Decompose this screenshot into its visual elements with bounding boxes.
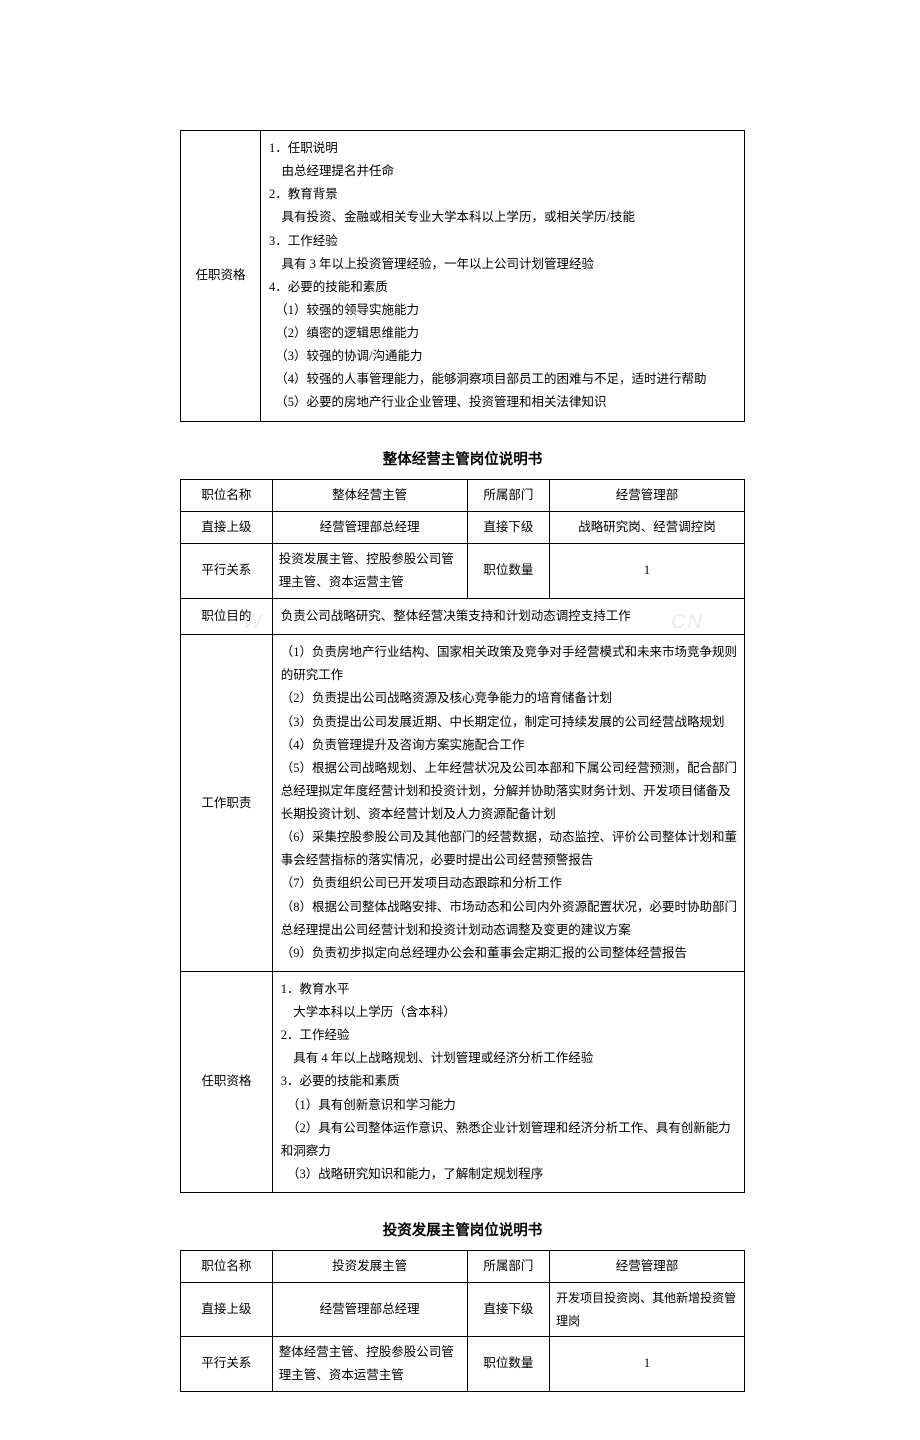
qual-content-cell: 1．任职说明 由总经理提名并任命 2．教育背景 具有投资、金融或相关专业大学本科… [261, 131, 745, 422]
duties-content-cell: （1）负责房地产行业结构、国家相关政策及竞争对手经营模式和未来市场竞争规则的研究… [272, 635, 744, 972]
qual-item: 1．任职说明 [269, 137, 738, 160]
value-cell: 经营管理部 [550, 1251, 745, 1283]
value-cell: 战略研究岗、经营调控岗 [550, 511, 745, 543]
duty-item: （4）负责管理提升及咨询方案实施配合工作 [281, 734, 738, 757]
qual-item: 具有 3 年以上投资管理经验，一年以上公司计划管理经验 [269, 253, 738, 276]
label-cell: 平行关系 [181, 543, 273, 598]
qual-item: 2．教育背景 [269, 183, 738, 206]
qual-item: （2）具有公司整体运作意识、熟悉企业计划管理和经济分析工作、具有创新能力和洞察力 [281, 1117, 738, 1163]
section-title-2: 整体经营主管岗位说明书 [180, 447, 745, 473]
value-cell: 投资发展主管 [272, 1251, 467, 1283]
duty-item: （6）采集控股参股公司及其他部门的经营数据，动态监控、评价公司整体计划和董事会经… [281, 826, 738, 872]
label-cell: 直接上级 [181, 1283, 273, 1336]
label-cell: 直接下级 [467, 1283, 550, 1336]
duty-item: （3）负责提出公司发展近期、中长期定位，制定可持续发展的公司经营战略规划 [281, 711, 738, 734]
value-cell: 1 [550, 1336, 745, 1391]
qual-item: （2）缜密的逻辑思维能力 [269, 322, 738, 345]
qual-item: 3．必要的技能和素质 [281, 1070, 738, 1093]
duties-label-cell: 工作职责 [181, 635, 273, 972]
qual-item: 1．教育水平 [281, 978, 738, 1001]
job-description-table-3: 职位名称 投资发展主管 所属部门 经营管理部 直接上级 经营管理部总经理 直接下… [180, 1250, 745, 1392]
duty-item: （2）负责提出公司战略资源及核心竞争能力的培育储备计划 [281, 687, 738, 710]
label-cell: 直接下级 [467, 511, 550, 543]
qual-item: （1）较强的领导实施能力 [269, 299, 738, 322]
value-cell: 开发项目投资岗、其他新增投资管理岗 [550, 1283, 745, 1336]
duty-item: （7）负责组织公司已开发项目动态跟踪和分析工作 [281, 872, 738, 895]
purpose-cell: 负责公司战略研究、整体经营决策支持和计划动态调控支持工作 W CN [272, 599, 744, 635]
duty-item: （8）根据公司整体战略安排、市场动态和公司内外资源配置状况，必要时协助部门总经理… [281, 896, 738, 942]
qual-item: （3）较强的协调/沟通能力 [269, 345, 738, 368]
value-cell: 投资发展主管、控股参股公司管理主管、资本运营主管 [272, 543, 467, 598]
qual-item: （5）必要的房地产行业企业管理、投资管理和相关法律知识 [269, 391, 738, 414]
qual-item: （3）战略研究知识和能力，了解制定规划程序 [281, 1163, 738, 1186]
qual-item: 由总经理提名并任命 [269, 160, 738, 183]
value-cell: 整体经营主管 [272, 479, 467, 511]
section-title-3: 投资发展主管岗位说明书 [180, 1218, 745, 1244]
qual-item: （1）具有创新意识和学习能力 [281, 1094, 738, 1117]
duty-item: （9）负责初步拟定向总经理办公会和董事会定期汇报的公司整体经营报告 [281, 942, 738, 965]
qual-item: 具有 4 年以上战略规划、计划管理或经济分析工作经验 [281, 1047, 738, 1070]
value-cell: 整体经营主管、控股参股公司管理主管、资本运营主管 [272, 1336, 467, 1391]
qual-content-cell: 1．教育水平 大学本科以上学历（含本科） 2．工作经验 具有 4 年以上战略规划… [272, 971, 744, 1192]
value-cell: 经营管理部总经理 [272, 1283, 467, 1336]
duty-item: （5）根据公司战略规划、上年经营状况及公司本部和下属公司经营预测，配合部门总经理… [281, 757, 738, 826]
qual-item: （4）较强的人事管理能力，能够洞察项目部员工的困难与不足，适时进行帮助 [269, 368, 738, 391]
label-cell: 所属部门 [467, 479, 550, 511]
value-cell: 经营管理部总经理 [272, 511, 467, 543]
qual-item: 大学本科以上学历（含本科） [281, 1001, 738, 1024]
job-description-table-2: 职位名称 整体经营主管 所属部门 经营管理部 直接上级 经营管理部总经理 直接下… [180, 479, 745, 1194]
value-cell: 经营管理部 [550, 479, 745, 511]
value-cell: 1 [550, 543, 745, 598]
qual-label-cell: 任职资格 [181, 971, 273, 1192]
qual-item: 4．必要的技能和素质 [269, 276, 738, 299]
qual-item: 2．工作经验 [281, 1024, 738, 1047]
label-cell: 职位目的 [181, 599, 273, 635]
qual-item: 3．工作经验 [269, 230, 738, 253]
qual-label-cell: 任职资格 [181, 131, 261, 422]
label-cell: 职位数量 [467, 543, 550, 598]
label-cell: 职位数量 [467, 1336, 550, 1391]
label-cell: 所属部门 [467, 1251, 550, 1283]
duty-item: （1）负责房地产行业结构、国家相关政策及竞争对手经营模式和未来市场竞争规则的研究… [281, 641, 738, 687]
purpose-text: 负责公司战略研究、整体经营决策支持和计划动态调控支持工作 [281, 609, 631, 623]
label-cell: 职位名称 [181, 1251, 273, 1283]
label-cell: 直接上级 [181, 511, 273, 543]
label-cell: 平行关系 [181, 1336, 273, 1391]
qual-item: 具有投资、金融或相关专业大学本科以上学历，或相关学历/技能 [269, 206, 738, 229]
label-cell: 职位名称 [181, 479, 273, 511]
qualification-table-1: 任职资格 1．任职说明 由总经理提名并任命 2．教育背景 具有投资、金融或相关专… [180, 130, 745, 422]
